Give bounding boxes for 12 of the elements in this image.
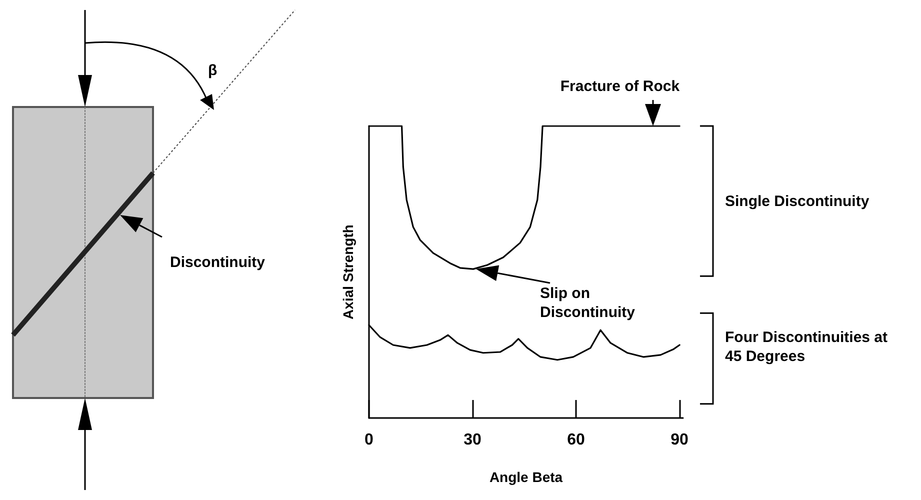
x-axis-title: Angle Beta [489,469,563,485]
annotation: Slip on Discontinuity [540,284,636,322]
y-axis-title: Axial Strength [340,224,356,320]
text: Discontinuity [170,253,266,272]
text: Four Discontinuities at 45 Degrees [725,328,889,366]
text: Single Discontinuity [725,192,870,211]
x-tick-label: 90 [670,432,689,448]
x-tick-label: 30 [464,432,482,448]
text: Fracture of Rock [560,77,680,96]
x-tick-label: 60 [567,432,586,448]
text: β [208,61,218,80]
x-tick-label: 0 [364,432,374,448]
